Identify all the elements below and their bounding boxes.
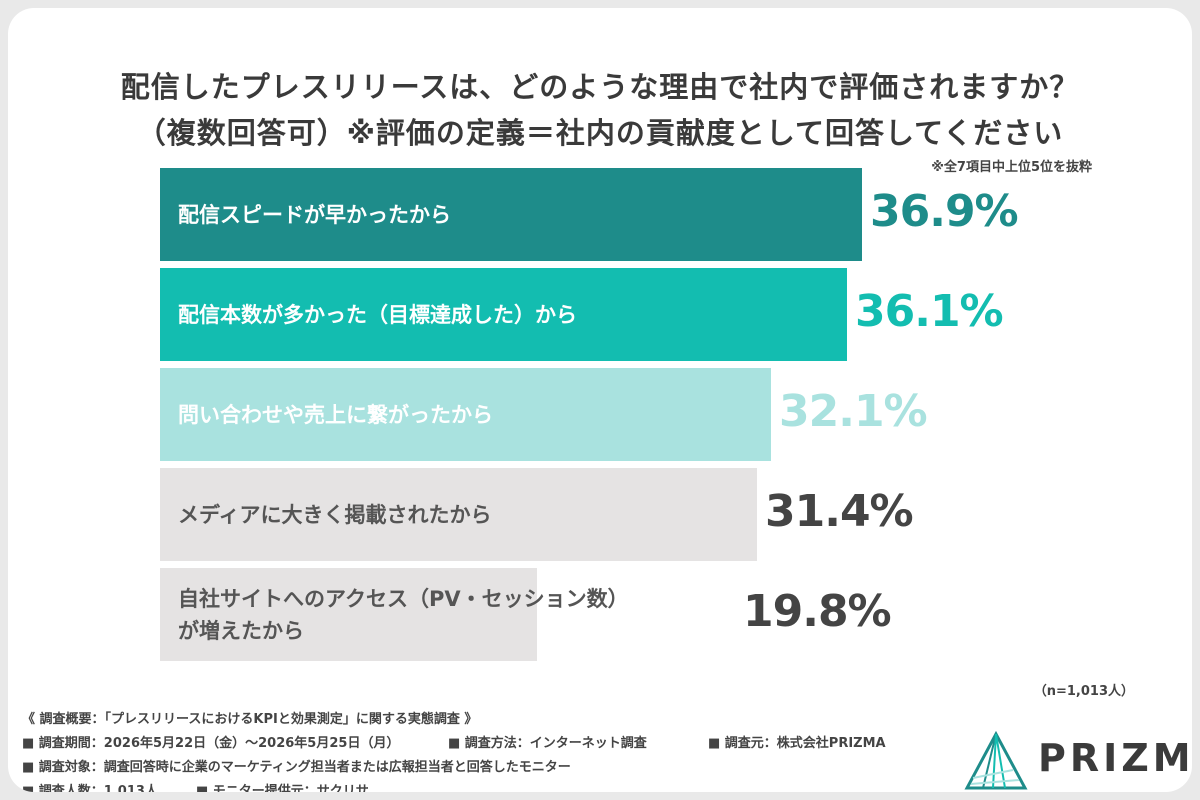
survey-method: ■ 調査方法：インターネット調査 xyxy=(448,736,647,751)
survey-target: ■ 調査対象：調査回答時に企業のマーケティング担当者または広報担当者と回答したモ… xyxy=(22,760,571,775)
survey-count: ■ 調査人数：1,013人 xyxy=(22,784,158,792)
logo-text: PRIZMA xyxy=(1038,736,1192,780)
prism-icon xyxy=(964,730,1028,790)
infographic-card: 配信したプレスリリースは、どのような理由で社内で評価されますか？ （複数回答可）… xyxy=(8,8,1192,792)
bar-5: 自社サイトへのアクセス（PV・セッション数） が増えたから xyxy=(160,568,629,661)
title-line-1: 配信したプレスリリースは、どのような理由で社内で評価されますか？ xyxy=(120,70,1080,104)
survey-source: ■ 調査元：株式会社PRIZMA xyxy=(708,736,886,751)
value-label-1: 36.9% xyxy=(870,186,1019,237)
value-label-2: 36.1% xyxy=(855,286,1004,337)
title-line-2: （複数回答可）※評価の定義＝社内の貢献度として回答してください xyxy=(136,116,1064,150)
survey-period: ■ 調査期間：2026年5月22日（金）〜2026年5月25日（月） xyxy=(22,736,400,751)
bar-4: メディアに大きく掲載されたから xyxy=(160,468,757,561)
bar-3: 問い合わせや売上に繋がったから xyxy=(160,368,771,461)
survey-overview: 《 調査概要：「プレスリリースにおけるKPIと効果測定」に関する実態調査 》 xyxy=(22,712,478,727)
bar-label-5: 自社サイトへのアクセス（PV・セッション数） が増えたから xyxy=(178,586,629,643)
bar-label-2: 配信本数が多かった（目標達成した）から xyxy=(178,302,577,327)
monitor-provider: ■ モニター提供元：サクリサ xyxy=(196,784,369,792)
selection-note: ※全7項目中上位5位を抜粋 xyxy=(931,160,1092,175)
sample-size: （n=1,013人） xyxy=(1033,684,1134,699)
value-label-4: 31.4% xyxy=(765,486,914,537)
bar-label-4: メディアに大きく掲載されたから xyxy=(178,502,492,527)
value-label-5: 19.8% xyxy=(743,586,892,637)
bar-2: 配信本数が多かった（目標達成した）から xyxy=(160,268,847,361)
bar-label-3: 問い合わせや売上に繋がったから xyxy=(178,402,493,427)
value-label-3: 32.1% xyxy=(779,386,928,437)
bar-label-1: 配信スピードが早かったから xyxy=(178,202,451,227)
bar-1: 配信スピードが早かったから xyxy=(160,168,862,261)
